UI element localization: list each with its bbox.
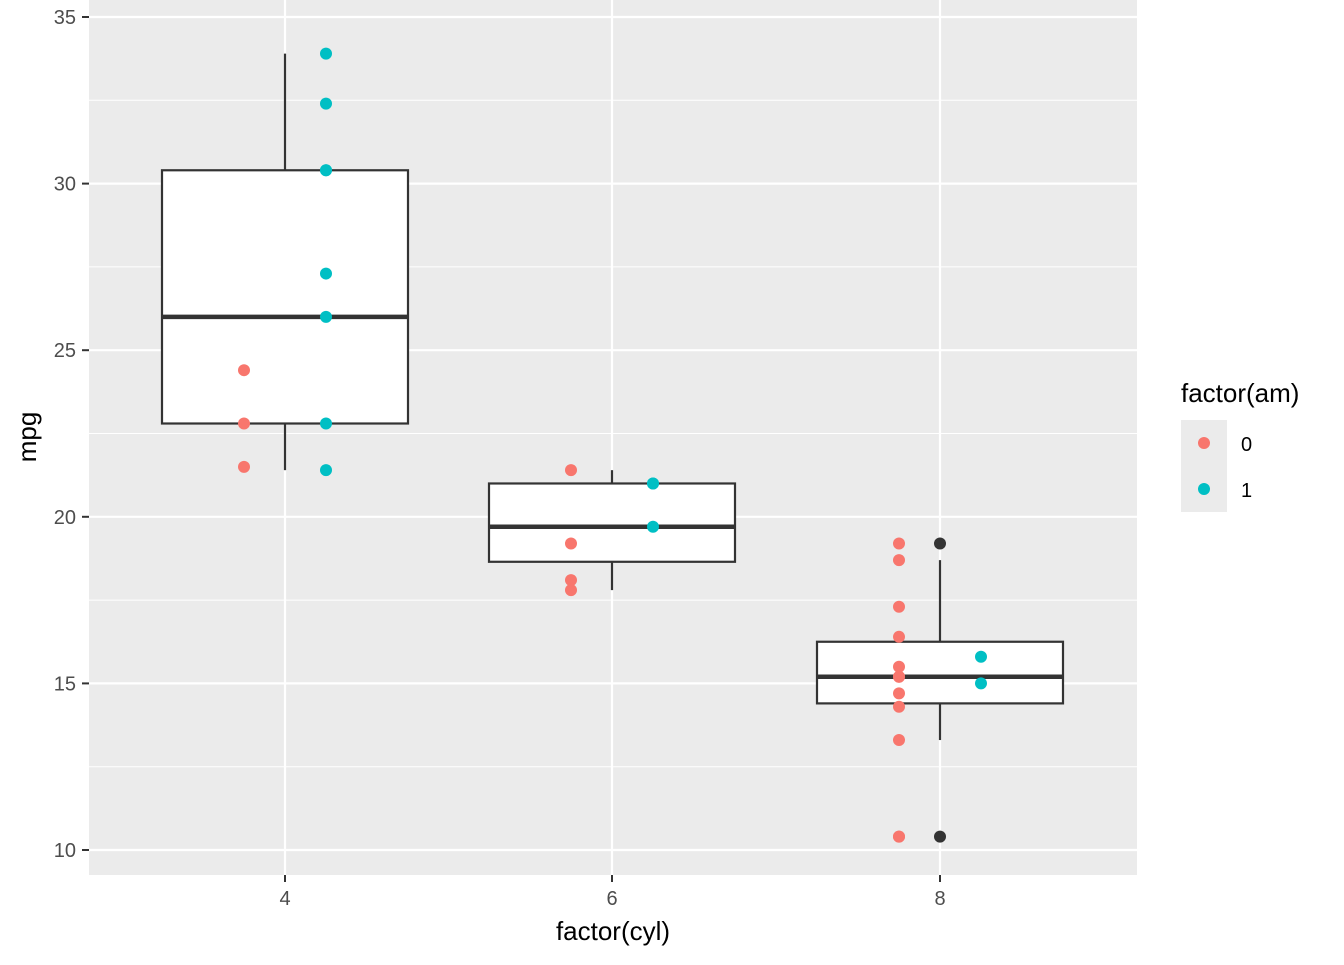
- y-tick-label: 30: [54, 174, 76, 196]
- y-tick-label: 35: [54, 7, 76, 29]
- y-tick-label: 10: [54, 840, 76, 862]
- data-point-am-1: [647, 520, 659, 533]
- data-point-am-0: [565, 537, 577, 550]
- data-point-am-0: [565, 464, 577, 477]
- x-tick-label: 8: [934, 888, 945, 910]
- data-point-am-0: [893, 830, 905, 843]
- data-point-am-1: [975, 650, 987, 663]
- y-tick-label: 20: [54, 507, 76, 529]
- data-point-am-1: [647, 477, 659, 490]
- box: [160, 169, 410, 425]
- points: [238, 47, 987, 843]
- data-point-am-0: [893, 734, 905, 747]
- boxes: [160, 53, 1065, 843]
- data-point-am-1: [320, 267, 332, 280]
- data-point-am-1: [320, 310, 332, 323]
- data-point-am-0: [238, 364, 250, 377]
- legend-key-0: [1198, 437, 1210, 449]
- data-point-am-1: [320, 464, 332, 477]
- data-point-am-0: [893, 630, 905, 643]
- legend-label: 1: [1241, 480, 1252, 502]
- axes: 10 15 20 25 30 35 4 6 8: [54, 7, 946, 910]
- y-axis-title: mpg: [12, 412, 42, 463]
- data-point-am-0: [893, 700, 905, 713]
- data-point-am-0: [893, 537, 905, 550]
- data-point-am-1: [320, 97, 332, 110]
- legend-key-background: [1181, 420, 1227, 512]
- x-tick-label: 4: [279, 888, 290, 910]
- x-axis-title: factor(cyl): [556, 916, 670, 946]
- outlier-point: [934, 537, 946, 550]
- y-tick-label: 25: [54, 340, 76, 362]
- data-point-am-0: [893, 687, 905, 700]
- data-point-am-1: [320, 417, 332, 430]
- legend-title: factor(am): [1181, 378, 1299, 408]
- box: [487, 482, 737, 563]
- data-point-am-0: [565, 584, 577, 597]
- data-point-am-0: [893, 660, 905, 673]
- box: [815, 640, 1065, 705]
- data-point-am-1: [320, 47, 332, 60]
- legend-label: 0: [1241, 434, 1252, 456]
- data-point-am-1: [320, 164, 332, 177]
- data-point-am-0: [893, 670, 905, 683]
- data-point-am-0: [893, 554, 905, 567]
- data-point-am-0: [238, 417, 250, 430]
- data-point-am-0: [238, 460, 250, 473]
- data-point-am-0: [565, 574, 577, 587]
- x-tick-label: 6: [606, 888, 617, 910]
- data-point-am-0: [893, 600, 905, 613]
- legend: factor(am) 0 1: [1181, 378, 1299, 512]
- legend-key-1: [1198, 483, 1210, 495]
- outlier-point: [934, 830, 946, 843]
- y-tick-label: 15: [54, 673, 76, 695]
- data-point-am-1: [975, 677, 987, 690]
